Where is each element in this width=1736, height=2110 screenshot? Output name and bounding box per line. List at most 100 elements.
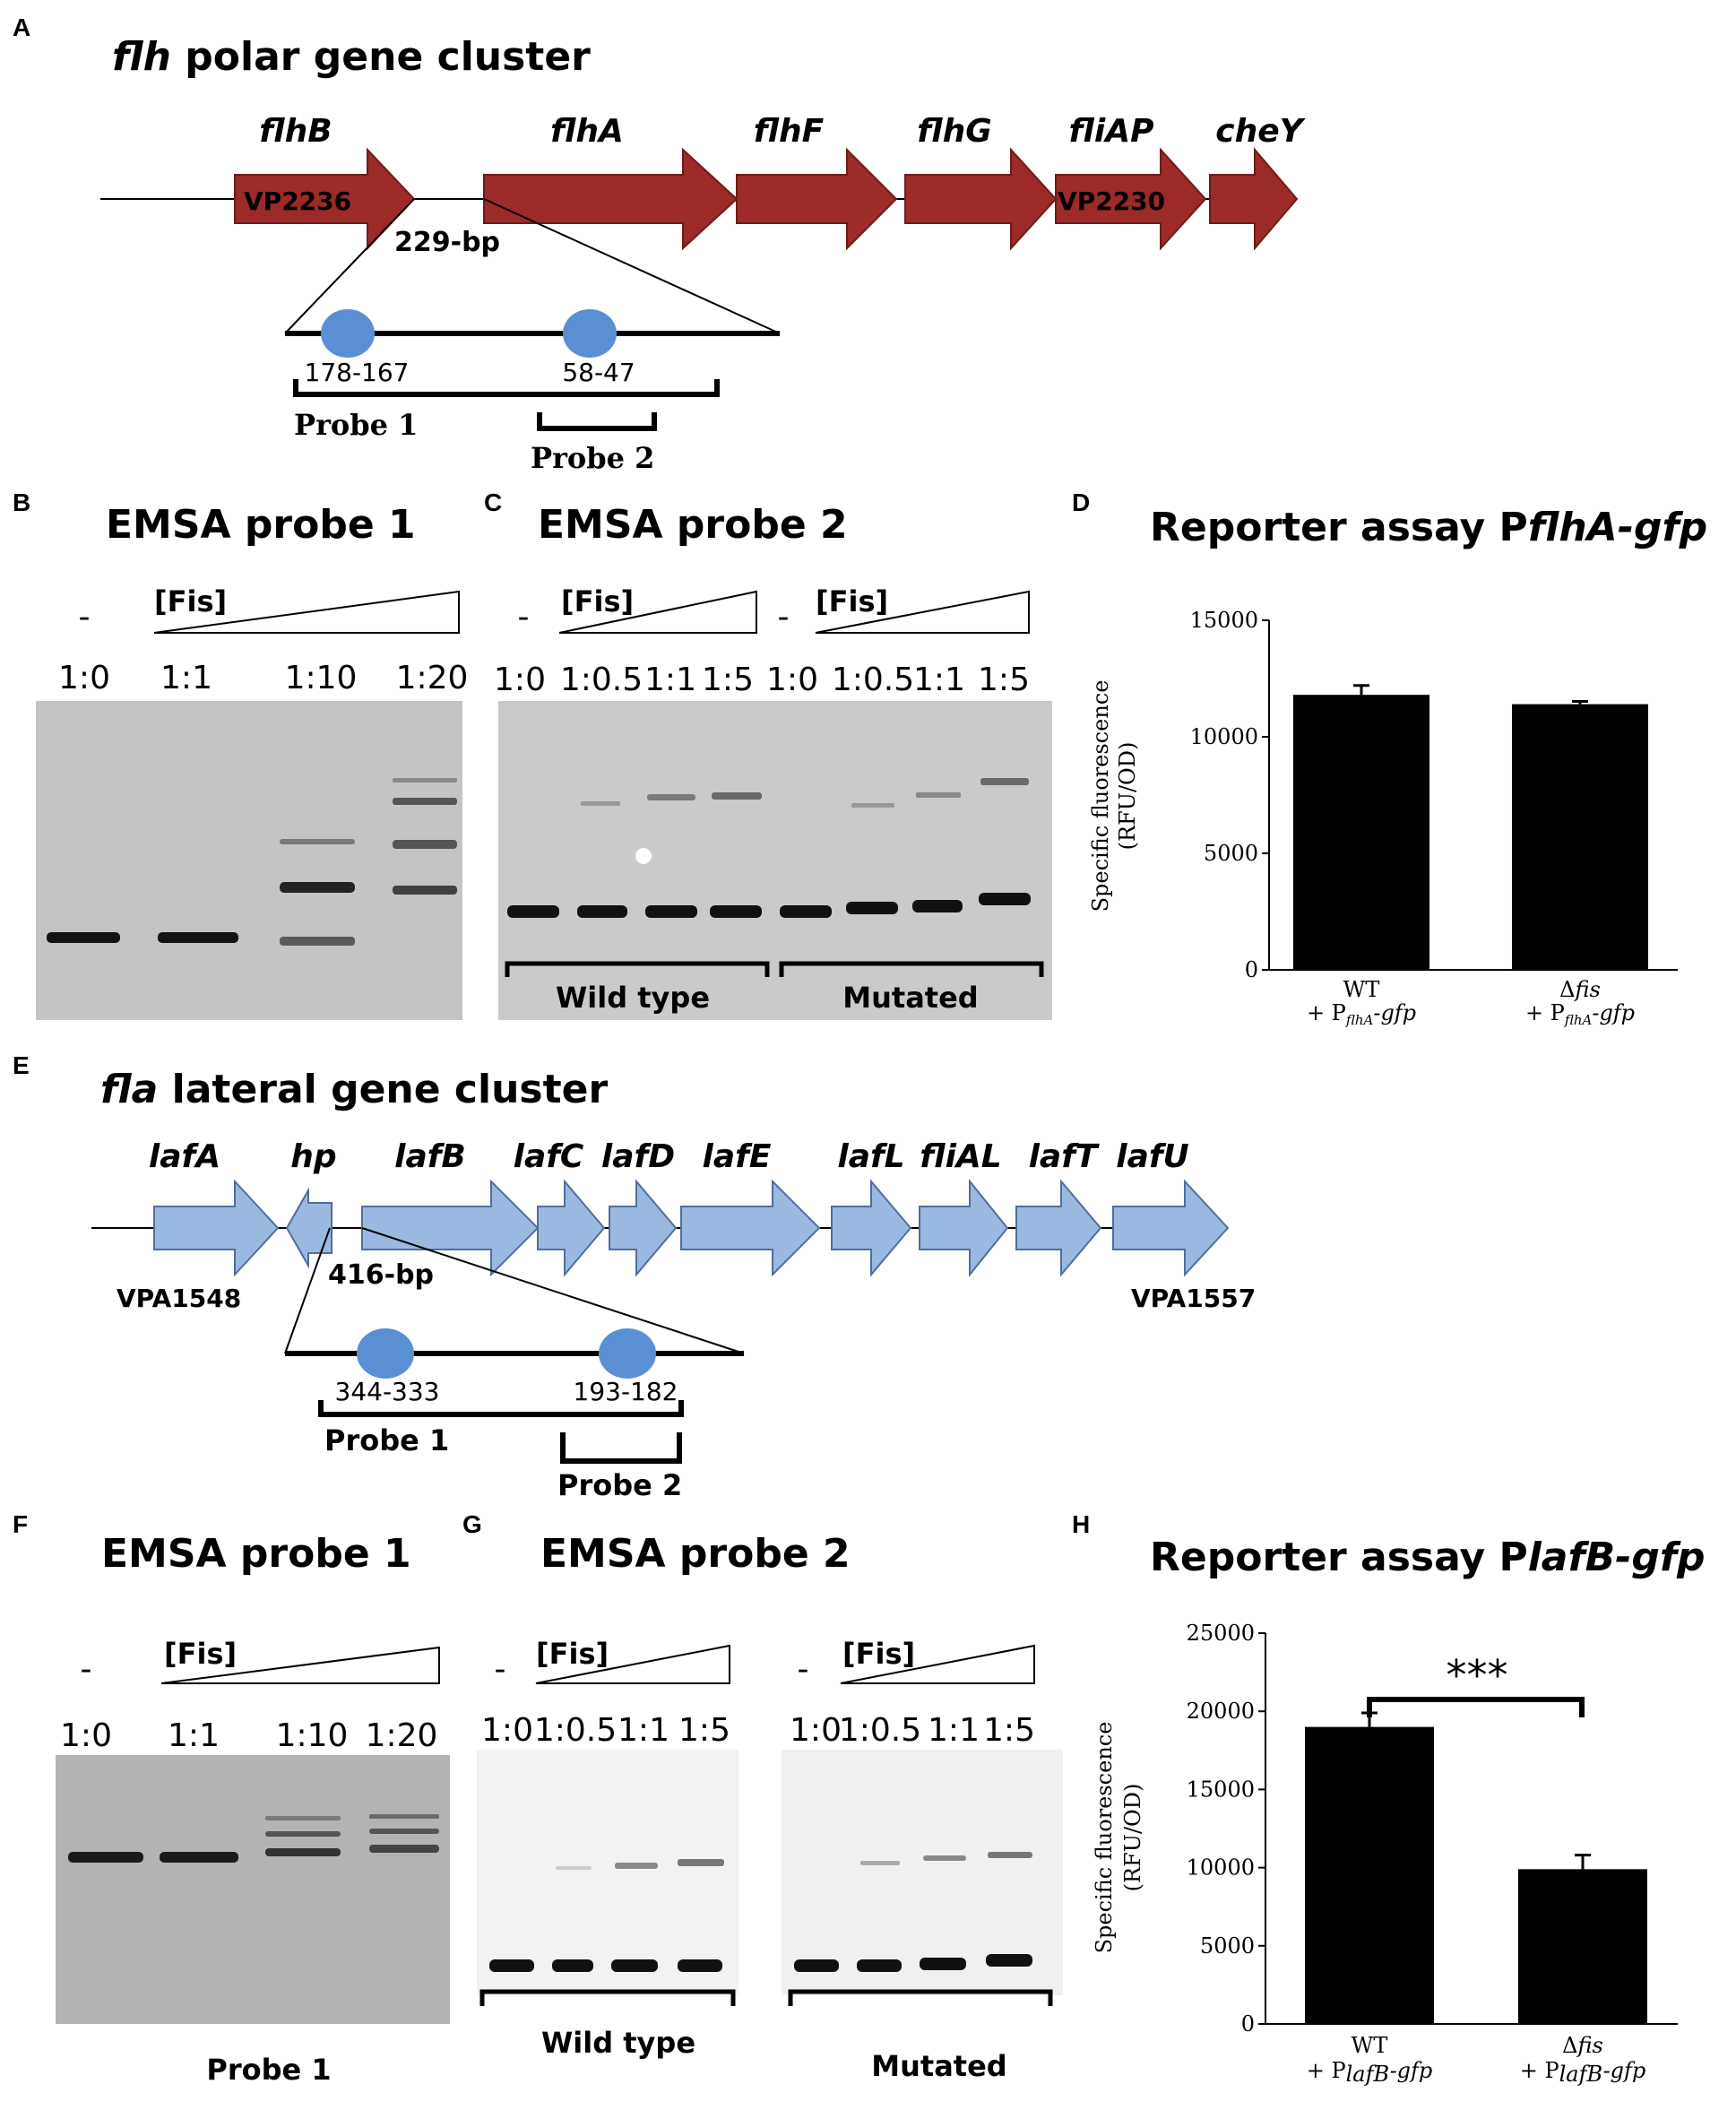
gel-g-band xyxy=(920,1958,966,1970)
gene-arrow-lafb xyxy=(361,1179,540,1277)
gene-arrow-fliall xyxy=(919,1179,1009,1277)
gel-g-band xyxy=(860,1861,900,1865)
group-label-c-wt: Wild type xyxy=(556,981,710,1015)
gene-arrow-hp xyxy=(285,1187,333,1269)
chart-d-cat-1-suffix: -gfp xyxy=(1373,1000,1416,1025)
gene-arrow-lafl xyxy=(831,1179,912,1277)
fis-wedge-g-mut xyxy=(840,1644,1035,1684)
fis-site-1-e xyxy=(357,1328,414,1379)
gene-label-fliap: fliAP xyxy=(1069,113,1154,150)
fis-wedge-c-wt xyxy=(558,590,757,634)
gel-c xyxy=(498,701,1052,1020)
gel-c-band xyxy=(581,801,620,806)
chart-d-ylabel-line2: (RFU/OD) xyxy=(1115,742,1140,851)
ratio-b-4: 1:20 xyxy=(396,660,469,696)
panel-c: C EMSA probe 2 - [Fis] - [Fis] 1:0 1:0.5… xyxy=(484,489,1052,1020)
chart-h-ylabel-line1: Specific fluorescence xyxy=(1092,1722,1117,1954)
gel-g-band xyxy=(615,1863,658,1869)
panel-d-title-italic: flhA-gfp xyxy=(1528,505,1707,550)
gel-c-band xyxy=(507,905,559,918)
gel-c-band xyxy=(647,794,695,800)
ratio-g-4: 1:5 xyxy=(678,1712,730,1749)
zoom-line-right-e xyxy=(361,1227,745,1354)
gel-c-band xyxy=(780,905,832,918)
ratio-g-7: 1:1 xyxy=(928,1712,980,1749)
ratio-g-2: 1:0.5 xyxy=(534,1712,617,1749)
gene-label-laft: lafT xyxy=(1029,1138,1100,1175)
panel-h-title-italic: lafB-gfp xyxy=(1528,1535,1706,1580)
ratio-f-2: 1:1 xyxy=(168,1717,220,1754)
bar xyxy=(1512,704,1648,970)
bracket-c-mut xyxy=(779,961,1044,977)
gel-c-band xyxy=(846,902,898,914)
panel-e-title-italic: fla xyxy=(100,1067,158,1112)
panel-a-title-rest: polar gene cluster xyxy=(171,34,591,80)
ratio-f-3: 1:10 xyxy=(276,1717,349,1754)
y-tick-label: 20000 xyxy=(1187,1699,1255,1724)
gel-c-band xyxy=(712,792,762,800)
y-tick-label: 15000 xyxy=(1190,608,1258,633)
ratio-g-8: 1:5 xyxy=(983,1712,1035,1749)
ratio-c-1: 1:0 xyxy=(494,662,546,698)
chart-h-cat-2-prefix: + P xyxy=(1520,2058,1559,2083)
gel-b-band xyxy=(280,937,355,946)
gel-g-band xyxy=(988,1852,1032,1858)
panel-g: G EMSA probe 2 - [Fis] - [Fis] 1:0 1:0.5… xyxy=(462,1510,1063,2083)
fis-label-c-wt: [Fis] xyxy=(561,584,634,618)
gel-b-band xyxy=(47,932,120,943)
group-label-g-wt: Wild type xyxy=(541,2026,695,2060)
bracket-c-wt xyxy=(505,961,770,977)
fis-site-2-e xyxy=(599,1328,656,1379)
minus-label-g-wt: - xyxy=(495,1651,506,1688)
panel-f-title: EMSA probe 1 xyxy=(101,1531,411,1577)
gel-c-band xyxy=(916,792,961,798)
ratio-g-5: 1:0 xyxy=(790,1712,842,1749)
panel-b-title: EMSA probe 1 xyxy=(106,502,416,548)
vp-label-left-e: VPA1548 xyxy=(117,1284,241,1313)
gene-arrow-lafd xyxy=(609,1179,678,1277)
ratio-c-6: 1:0.5 xyxy=(832,662,914,698)
site-2-label-e: 193-182 xyxy=(574,1377,678,1406)
panel-d-title-plain: Reporter assay P xyxy=(1150,505,1528,550)
chart-d-cat-2-delta: Δ xyxy=(1559,977,1575,1002)
ratio-g-1: 1:0 xyxy=(481,1712,533,1749)
gel-c-band xyxy=(577,905,627,918)
gel-f-band xyxy=(265,1848,341,1856)
panel-label-g: G xyxy=(462,1510,482,1538)
panel-label-h: H xyxy=(1072,1510,1090,1538)
ratio-g-6: 1:0.5 xyxy=(839,1712,921,1749)
gene-label-lafc: lafC xyxy=(514,1138,584,1175)
site-2-label: 58-47 xyxy=(562,358,635,387)
probe-1-label: Probe 1 xyxy=(294,408,418,442)
gel-c-band xyxy=(980,778,1029,785)
vp-label-right: VP2230 xyxy=(1058,186,1165,216)
y-tick-label: 25000 xyxy=(1187,1621,1255,1646)
panel-label-d: D xyxy=(1072,489,1090,516)
gene-arrow-fliap xyxy=(1055,147,1207,251)
gel-c-artifact xyxy=(635,848,652,864)
gel-g-band xyxy=(611,1959,658,1972)
gel-b-band xyxy=(393,886,457,895)
gel-f-band xyxy=(68,1852,143,1863)
panel-h-title: Reporter assay PlafB-gfp xyxy=(1150,1535,1706,1580)
gel-g-wt xyxy=(477,1750,738,1995)
gene-label-hp: hp xyxy=(290,1138,336,1175)
zoom-line-right xyxy=(483,198,781,334)
gel-c-band xyxy=(710,905,762,918)
panel-d: D Reporter assay PflhA-gfp 0500010000150… xyxy=(1072,489,1707,1028)
gel-b xyxy=(36,701,462,1020)
ratio-c-8: 1:5 xyxy=(978,662,1030,698)
ratio-b-2: 1:1 xyxy=(160,660,212,696)
chart-h-cat-1-line1: WT xyxy=(1352,2033,1388,2058)
gene-arrow-laft xyxy=(1015,1179,1102,1277)
gel-g-band xyxy=(556,1866,592,1870)
gel-g-band xyxy=(794,1959,839,1972)
bracket-g-wt xyxy=(479,1989,736,2006)
bar xyxy=(1305,1726,1434,2024)
y-tick-label: 10000 xyxy=(1190,724,1258,749)
panel-e: E fla lateral gene cluster lafA hp lafB … xyxy=(13,1051,1256,1502)
significance-stars: *** xyxy=(1447,1651,1508,1699)
gel-b-band xyxy=(158,932,238,943)
vp-label-right-e: VPA1557 xyxy=(1131,1284,1256,1313)
gel-g-band xyxy=(986,1954,1032,1967)
